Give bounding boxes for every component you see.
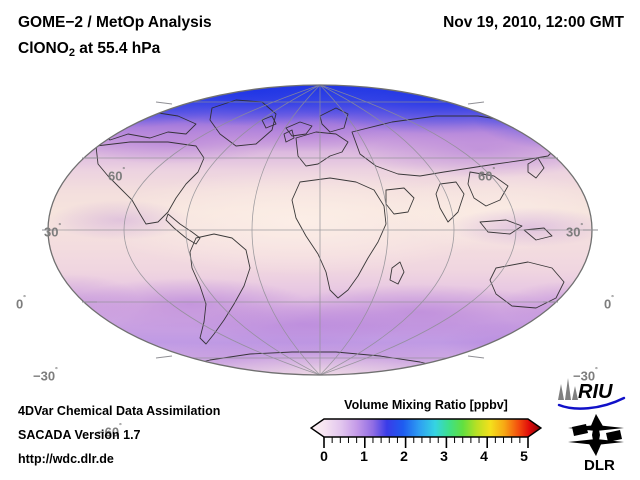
degree-symbol: ˚	[492, 166, 496, 176]
lat-label-left-m30: −30˚	[33, 366, 59, 384]
timestamp: Nov 19, 2010, 12:00 GMT	[443, 14, 624, 31]
colorbar-tick-1: 1	[360, 448, 368, 464]
colorbar-tick-2: 2	[400, 448, 408, 464]
dlr-logo: DLR	[566, 414, 628, 477]
riu-spikes-icon	[558, 378, 578, 400]
colorbar-tick-0: 0	[320, 448, 328, 464]
colorbar: Volume Mixing Ratio [ppbv] 0 1 2 3 4 5	[310, 398, 542, 476]
lat-label-left-0: 0˚	[16, 294, 27, 312]
lat-tick-marks	[42, 101, 598, 359]
riu-logo: RIU	[556, 376, 628, 415]
degree-symbol: ˚	[23, 294, 27, 304]
degree-symbol: ˚	[58, 222, 62, 232]
colorbar-tick-3: 3	[440, 448, 448, 464]
world-map: 60˚ 30˚ 0˚ −30˚ −60˚ 60˚ 30˚ 0˚ −30˚ −60…	[0, 72, 640, 439]
lat-label-left-30: 30˚	[44, 222, 62, 240]
colorbar-title: Volume Mixing Ratio [ppbv]	[344, 398, 508, 412]
lat-label-right-60: 60˚	[478, 166, 496, 184]
lat-label-left-m60: −60˚	[97, 422, 123, 440]
dlr-logo-svg: DLR	[568, 414, 624, 474]
degree-symbol: ˚	[119, 422, 123, 432]
data-field	[48, 85, 592, 375]
degree-symbol: ˚	[55, 366, 59, 376]
lat-label-right-m30: −30˚	[573, 366, 599, 384]
dlr-wordmark: DLR	[584, 457, 615, 472]
species-suffix: at 55.4 hPa	[74, 40, 161, 57]
colorbar-ticks	[323, 437, 529, 448]
footer-url[interactable]: http://wdc.dlr.de	[18, 452, 114, 466]
footer-version: SACADA Version 1.7	[18, 428, 141, 442]
colorbar-tick-5: 5	[520, 448, 528, 464]
degree-symbol: ˚	[122, 166, 126, 176]
riu-wordmark: RIU	[578, 381, 613, 403]
colorbar-tick-4: 4	[480, 448, 488, 464]
colorbar-graphic	[310, 418, 542, 448]
species-subtitle: ClONO2 at 55.4 hPa	[18, 40, 161, 59]
map-svg	[42, 84, 598, 376]
degree-symbol: ˚	[580, 222, 584, 232]
lat-label-right-30: 30˚	[566, 222, 584, 240]
page-title: GOME−2 / MetOp Analysis	[18, 14, 212, 31]
lat-label-left-60: 60˚	[108, 166, 126, 184]
riu-logo-svg: RIU	[557, 378, 626, 410]
colorbar-swatch	[310, 418, 542, 438]
footer-method: 4DVar Chemical Data Assimilation	[18, 404, 221, 418]
species-subscript: 2	[68, 47, 75, 59]
lat-label-right-0: 0˚	[604, 294, 615, 312]
dlr-pinwheel-icon	[568, 414, 624, 456]
degree-symbol: ˚	[595, 366, 599, 376]
degree-symbol: ˚	[611, 294, 615, 304]
riu-swoosh-icon	[557, 396, 626, 410]
species-label: ClONO	[18, 40, 69, 57]
graticule	[57, 85, 583, 375]
